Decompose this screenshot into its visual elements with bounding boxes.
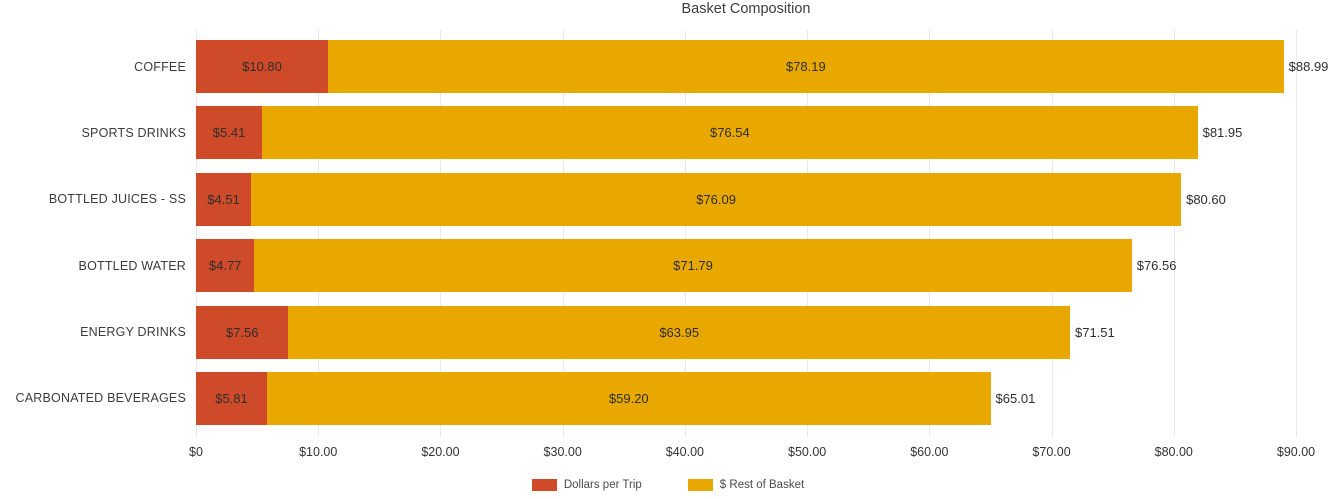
segment-value-label: $76.54 — [709, 125, 750, 141]
x-tick-label: $60.00 — [910, 445, 949, 459]
total-value-label: $81.95 — [1202, 125, 1243, 141]
segment-value-label: $63.95 — [659, 324, 700, 340]
bar-track: $4.77 $71.79 $76.56 — [196, 239, 1177, 293]
total-value-label: $76.56 — [1136, 258, 1177, 274]
gridline — [1296, 30, 1297, 437]
x-tick-label: $80.00 — [1154, 445, 1193, 459]
segment-value-label: $4.51 — [207, 191, 240, 207]
bar-track: $10.80 $78.19 $88.99 — [196, 40, 1328, 93]
x-tick-label: $70.00 — [1032, 445, 1071, 459]
bar-row: ENERGY DRINKS $7.56 $63.95 $71.51 — [0, 305, 1336, 359]
segment-value-label: $76.09 — [696, 191, 736, 207]
gridline — [440, 30, 442, 437]
gridline — [929, 30, 931, 437]
category-label: BOTTLED JUICES - SS — [48, 192, 186, 207]
x-tick-label: $90.00 — [1276, 445, 1316, 459]
rest-of-basket-segment[interactable]: $76.09 — [251, 172, 1182, 226]
bar-row: SPORTS DRINKS $5.41 $76.54 $81.95 — [0, 106, 1336, 160]
bar-rows: COFFEE $10.80 $78.19 $88.99 SPORTS DRINKS $5.… — [0, 40, 1336, 425]
legend: Dollars per Trip $ Rest of Basket — [0, 479, 1336, 491]
gridline — [562, 30, 564, 437]
segment-value-label: $10.80 — [242, 59, 282, 74]
total-value-label: $80.60 — [1186, 191, 1226, 207]
rest-of-basket-segment[interactable]: $63.95 — [288, 305, 1070, 359]
dollars-per-trip-swatch-icon — [531, 479, 557, 491]
category-label: BOTTLED WATER — [78, 258, 186, 273]
x-tick-label: $10.00 — [299, 445, 338, 459]
total-value-label: $71.51 — [1075, 324, 1115, 340]
gridline — [196, 30, 197, 437]
rest-of-basket-segment[interactable]: $76.54 — [262, 106, 1198, 160]
x-tick-label: $0 — [189, 445, 203, 459]
segment-value-label: $59.20 — [608, 390, 649, 406]
segment-value-label: $78.19 — [785, 59, 826, 74]
dollars-per-trip-segment[interactable]: $7.56 — [196, 305, 289, 359]
legend-label: $ Rest of Basket — [719, 479, 805, 491]
total-value-label: $65.01 — [995, 390, 1036, 406]
category-label: ENERGY DRINKS — [80, 325, 186, 340]
dollars-per-trip-segment[interactable]: $4.77 — [196, 239, 255, 293]
bar-track: $5.41 $76.54 $81.95 — [196, 106, 1243, 160]
dollars-per-trip-segment[interactable]: $5.41 — [196, 106, 263, 160]
legend-item-rest-of-basket[interactable]: $ Rest of Basket — [687, 479, 805, 491]
gridline — [1051, 30, 1053, 437]
legend-item-dollars-per-trip[interactable]: Dollars per Trip — [531, 479, 642, 491]
bar-row: CARBONATED BEVERAGES $5.81 $59.20 $65.01 — [0, 371, 1336, 425]
segment-value-label: $4.77 — [208, 258, 242, 274]
gridline — [318, 30, 320, 437]
x-tick-label: $30.00 — [543, 445, 582, 459]
segment-value-label: $5.81 — [215, 390, 248, 406]
rest-of-basket-swatch-icon — [687, 479, 713, 491]
x-tick-label: $40.00 — [665, 445, 704, 459]
gridline — [807, 30, 809, 437]
category-label: COFFEE — [134, 59, 186, 74]
legend-label: Dollars per Trip — [563, 479, 642, 491]
rest-of-basket-segment[interactable]: $71.79 — [254, 239, 1132, 293]
segment-value-label: $7.56 — [225, 324, 259, 340]
chart-title: Basket Composition — [681, 1, 811, 17]
rest-of-basket-segment[interactable]: $59.20 — [267, 371, 991, 425]
bar-track: $5.81 $59.20 $65.01 — [196, 371, 1036, 425]
dollars-per-trip-segment[interactable]: $10.80 — [196, 40, 328, 93]
x-tick-label: $50.00 — [787, 445, 827, 459]
category-label: CARBONATED BEVERAGES — [15, 391, 186, 406]
dollars-per-trip-segment[interactable]: $5.81 — [196, 371, 267, 425]
bar-row: BOTTLED JUICES - SS $4.51 $76.09 $80.60 — [0, 172, 1336, 226]
bar-row: BOTTLED WATER $4.77 $71.79 $76.56 — [0, 239, 1336, 293]
bar-track: $4.51 $76.09 $80.60 — [196, 172, 1226, 226]
dollars-per-trip-segment[interactable]: $4.51 — [196, 172, 252, 226]
x-axis: $0 $10.00 $20.00 $30.00 $40.00 $50.00 $60.00 $7… — [189, 445, 1315, 461]
total-value-label: $88.99 — [1288, 59, 1329, 74]
x-tick-label: $20.00 — [421, 445, 460, 459]
bar-row: COFFEE $10.80 $78.19 $88.99 — [0, 40, 1336, 93]
segment-value-label: $5.41 — [212, 125, 246, 141]
segment-value-label: $71.79 — [673, 258, 713, 274]
category-label: SPORTS DRINKS — [81, 125, 186, 140]
gridline — [1173, 30, 1175, 437]
gridline — [684, 30, 686, 437]
rest-of-basket-segment[interactable]: $78.19 — [328, 40, 1284, 93]
bar-track: $7.56 $63.95 $71.51 — [196, 305, 1115, 359]
gridlines — [196, 30, 1297, 437]
